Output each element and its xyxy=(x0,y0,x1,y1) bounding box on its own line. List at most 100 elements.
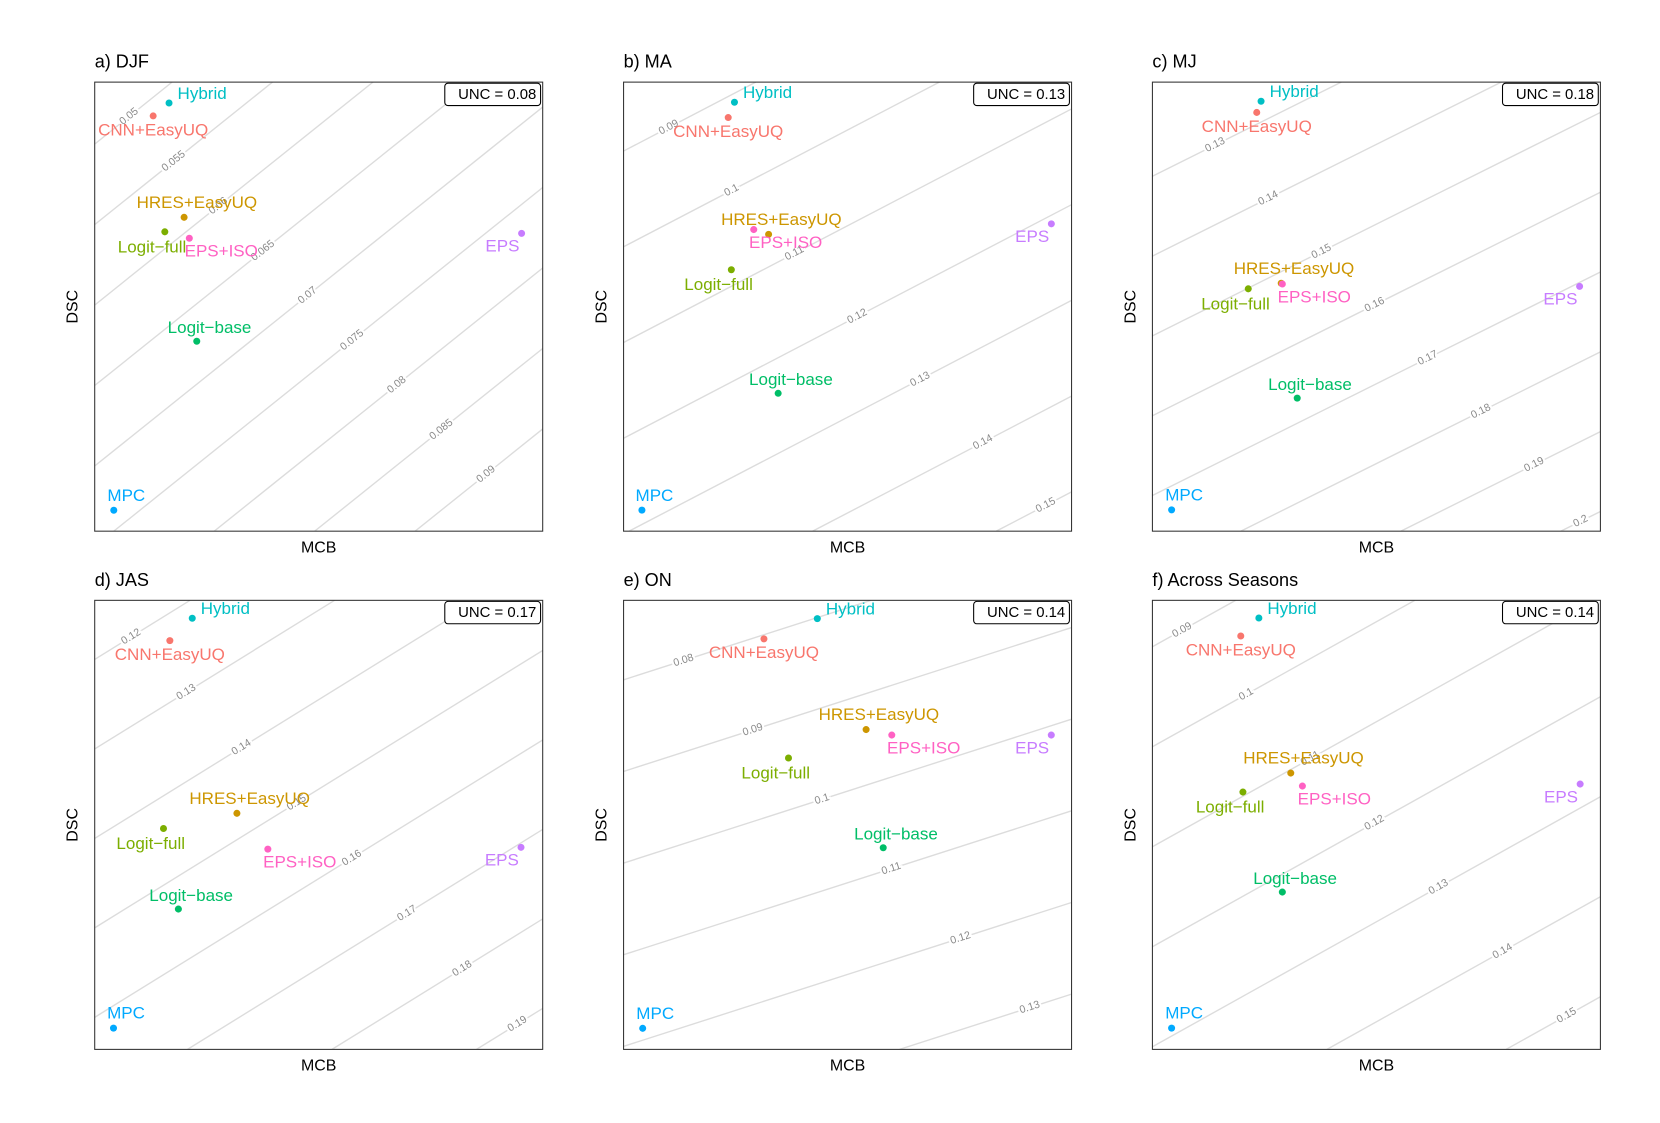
point-label: Logit−full xyxy=(741,763,810,782)
point-label: EPS xyxy=(1015,227,1049,246)
panel-title: a) DJF xyxy=(95,52,149,72)
y-axis-label: DSC xyxy=(594,290,611,324)
point-label: Logit−base xyxy=(749,370,833,389)
contour-label: 0.17 xyxy=(395,903,419,924)
contour-label: 0.19 xyxy=(505,1013,529,1034)
point-label: EPS xyxy=(1543,290,1577,309)
contour-label: 0.11 xyxy=(880,860,903,878)
contour-line xyxy=(1152,82,1502,257)
point-label: EPS xyxy=(1015,738,1049,757)
contour-label: 0.07 xyxy=(296,284,320,306)
point-label: Logit−full xyxy=(1201,294,1270,313)
point-label: CNN+EasyUQ xyxy=(1202,117,1312,136)
contour-label: 0.09 xyxy=(741,721,764,739)
point-label: HRES+EasyUQ xyxy=(137,193,258,212)
contour-line xyxy=(623,626,1072,773)
contour-line xyxy=(1152,600,1236,648)
contour-label: 0.08 xyxy=(385,374,409,396)
point-label: Hybrid xyxy=(1267,599,1316,618)
point-label: Logit−base xyxy=(168,318,252,337)
point xyxy=(1255,614,1263,622)
contour-label: 0.15 xyxy=(1034,495,1058,515)
contour-line xyxy=(899,993,1072,1050)
point xyxy=(1047,731,1055,739)
point xyxy=(727,266,735,274)
point-label: Logit−full xyxy=(116,834,185,853)
x-axis-label: MCB xyxy=(301,1058,336,1075)
unc-box xyxy=(973,600,1070,625)
contour-line xyxy=(187,828,543,1050)
contour-line xyxy=(94,106,543,467)
unc-label: UNC = 0.18 xyxy=(1516,87,1594,103)
contour-label: 0.19 xyxy=(1522,455,1546,475)
unc-label: UNC = 0.14 xyxy=(1516,605,1594,621)
point-label: MPC xyxy=(107,1004,145,1023)
contour-label: 0.09 xyxy=(474,463,498,485)
contour-line xyxy=(94,600,335,750)
point xyxy=(638,506,646,514)
point xyxy=(110,506,118,514)
contour-label: 0.14 xyxy=(1256,188,1280,208)
contour-label: 0.15 xyxy=(1555,1005,1579,1026)
point xyxy=(1244,285,1252,293)
contour-line xyxy=(1152,82,1342,177)
point xyxy=(774,389,782,397)
point xyxy=(233,809,241,817)
point xyxy=(180,213,188,221)
unc-label: UNC = 0.13 xyxy=(987,87,1065,103)
point xyxy=(784,754,793,762)
point-label: Logit−base xyxy=(854,825,938,844)
contour-line xyxy=(623,204,1072,439)
contour-line xyxy=(113,187,543,532)
panel-frame xyxy=(94,599,544,1050)
point xyxy=(1257,97,1265,105)
x-axis-label: MCB xyxy=(1359,539,1394,556)
point-label: EPS+ISO xyxy=(887,738,960,757)
panel-frame xyxy=(623,81,1073,532)
contour-line xyxy=(476,1007,543,1050)
contour-label: 0.1 xyxy=(722,182,741,200)
contour-label: 0.12 xyxy=(845,306,869,326)
contour-label: 0.13 xyxy=(174,681,198,702)
panel-frame xyxy=(94,81,544,532)
unc-label: UNC = 0.17 xyxy=(458,605,536,621)
contour-label: 0.1 xyxy=(813,791,831,807)
contour-line xyxy=(1400,431,1601,532)
contour-line xyxy=(1152,796,1601,1048)
contour-label: 0.13 xyxy=(1426,877,1450,898)
contour-line xyxy=(94,82,474,387)
point-label: CNN+EasyUQ xyxy=(1186,640,1296,659)
contour-label: 0.12 xyxy=(1362,812,1386,833)
contour-line xyxy=(94,82,273,226)
point-label: EPS xyxy=(1544,787,1578,806)
contour-line xyxy=(1152,111,1601,337)
point xyxy=(765,230,773,238)
point xyxy=(813,615,821,623)
panel-title: b) MA xyxy=(624,52,673,72)
point xyxy=(159,825,168,833)
point-label: CNN+EasyUQ xyxy=(673,122,783,141)
contour-line xyxy=(1152,191,1601,417)
point-label: CNN+EasyUQ xyxy=(115,645,225,664)
panel-frame xyxy=(1151,81,1601,532)
point-label: EPS+ISO xyxy=(1298,789,1371,808)
contour-line xyxy=(331,918,543,1050)
contour-label: 0.16 xyxy=(340,847,364,868)
point xyxy=(1293,394,1301,402)
panel-frame xyxy=(1151,599,1601,1050)
contour-line xyxy=(94,649,543,929)
point-label: Hybrid xyxy=(743,83,792,102)
contour-line xyxy=(94,82,173,145)
y-axis-label: DSC xyxy=(594,808,611,842)
contour-line xyxy=(1152,600,1595,848)
contour-label: 0.09 xyxy=(1170,620,1194,641)
point xyxy=(188,614,196,622)
contour-line xyxy=(1560,510,1601,532)
point-label: EPS+ISO xyxy=(1278,287,1351,306)
contour-line xyxy=(314,347,543,532)
x-axis-label: MCB xyxy=(830,1058,865,1075)
contour-line xyxy=(812,395,1072,532)
